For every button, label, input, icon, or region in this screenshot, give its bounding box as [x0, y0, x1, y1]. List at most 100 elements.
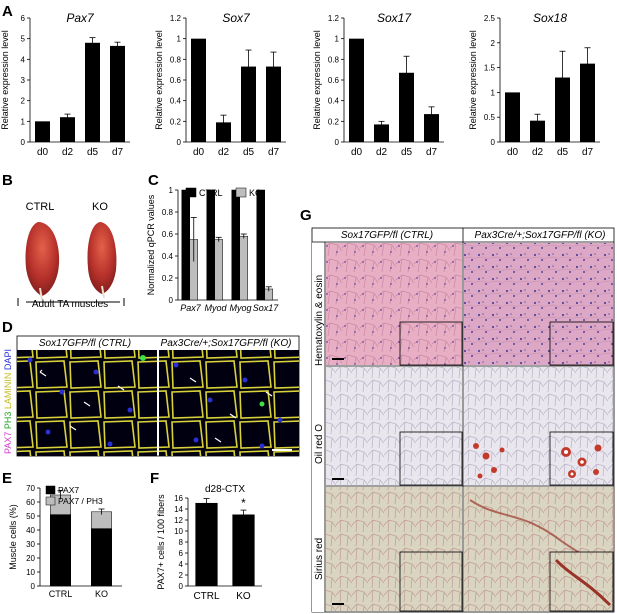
row-label-oro: Oil red O	[314, 424, 325, 464]
svg-text:PAX7 PH3: PAX7 PH3 LAMININ DAPI	[3, 349, 13, 454]
y-tick-label: 60	[26, 498, 35, 507]
y-tick-label: 14	[174, 505, 183, 514]
panel-b-photo: CTRL KO Adult TA muscles	[17, 198, 125, 310]
legend-swatch	[45, 485, 56, 495]
y-tick-label: 1	[21, 117, 26, 126]
chart-title: Pax7	[66, 11, 95, 25]
bar-pax7	[50, 514, 71, 587]
y-tick-label: 0.4	[328, 97, 340, 106]
x-tick-label: d7	[426, 147, 438, 158]
x-tick-label: d2	[218, 147, 230, 158]
legend-swatch	[185, 187, 197, 198]
y-axis-label: Normalized qPCR values	[146, 194, 156, 295]
y-tick-label: 6	[179, 549, 184, 558]
ctrl-fluorescence-image	[17, 350, 157, 456]
y-tick-label: 0	[177, 138, 182, 147]
ko-label: KO	[92, 201, 108, 213]
bar	[195, 502, 218, 586]
x-tick-label: d5	[557, 147, 569, 158]
y-tick-label: 0.4	[162, 252, 174, 261]
y-tick-label: 0.2	[170, 117, 182, 126]
y-tick-label: 0	[491, 138, 496, 147]
panel-g-ctrl-header: Sox17GFP/fl (CTRL)	[341, 230, 433, 241]
y-tick-label: 1.2	[328, 14, 340, 23]
y-tick-label: 8	[179, 538, 184, 547]
x-tick-label: Myod	[204, 303, 227, 313]
panel-label-c: C	[148, 172, 159, 189]
y-tick-label: 1.2	[170, 14, 182, 23]
bar	[216, 122, 231, 142]
y-tick-label: 0	[31, 582, 36, 591]
panel-label-f: F	[150, 470, 159, 487]
ctrl-label: CTRL	[26, 201, 55, 213]
y-tick-label: 1	[169, 186, 174, 195]
y-tick-label: 5	[21, 35, 26, 44]
panel-g-images: Sox17GFP/fl (CTRL) Pax3Cre/+;Sox17GFP/fl…	[311, 227, 615, 613]
y-tick-label: 0.8	[328, 55, 340, 64]
x-tick-label: d0	[351, 147, 363, 158]
y-tick-label: 1	[177, 35, 182, 44]
chart-title: Sox17	[377, 11, 412, 25]
x-tick-label: d2	[62, 147, 74, 158]
y-tick-label: 2	[179, 571, 184, 580]
ko-fluorescence-image	[159, 350, 299, 456]
x-tick-label: d7	[582, 147, 594, 158]
y-tick-label: 10	[26, 568, 35, 577]
panel-d-images: Sox17GFP/fl (CTRL) Pax3Cre/+;Sox17GFP/fl…	[3, 335, 300, 457]
panel-d-ctrl-header: Sox17GFP/fl (CTRL)	[39, 338, 131, 349]
x-tick-label: d0	[37, 147, 49, 158]
y-tick-label: 1	[491, 88, 496, 97]
bar	[241, 66, 256, 142]
ko-muscle	[87, 222, 117, 294]
x-tick-label: Sox17	[253, 303, 280, 313]
legend-swatch	[235, 187, 247, 198]
y-tick-label: 0.2	[162, 274, 174, 283]
bar-ko	[214, 239, 223, 301]
chart-title: d28-CTX	[205, 484, 245, 495]
y-tick-label: 0.4	[170, 97, 182, 106]
row-label-he: Hematoxylin & eosin	[314, 275, 325, 366]
legend-swatch	[45, 496, 56, 506]
y-tick-label: 3	[21, 76, 26, 85]
x-tick-label: KO	[95, 589, 108, 599]
y-tick-label: 0	[169, 296, 174, 305]
chart-a3: 0 0.2 0.4 0.6 0.8 1 1.2 Relative expression lev…	[312, 11, 444, 158]
y-tick-label: 10	[174, 527, 183, 536]
x-tick-label: d5	[243, 147, 255, 158]
bar	[60, 117, 75, 142]
y-tick-label: 30	[26, 540, 35, 549]
panel-label-b: B	[2, 172, 13, 189]
x-tick-label: d5	[401, 147, 413, 158]
bar	[266, 66, 281, 142]
x-tick-label: d0	[193, 147, 205, 158]
legend-label: PAX7	[58, 485, 79, 495]
y-tick-label: 2.5	[484, 14, 496, 23]
chart-f: 0 2 4 6 8 10 12 14 16 PAX7+ cells / 100 fibers d28…	[156, 484, 262, 602]
x-tick-label: KO	[236, 591, 251, 602]
y-tick-label: 0.6	[328, 76, 340, 85]
bar-ctrl	[206, 189, 215, 301]
y-axis-label: Muscle cells (%)	[8, 504, 18, 570]
bar	[424, 114, 439, 142]
charts-layer: 0 1 2 3 4 5 6 Relative expression level Pax7 d0 d2…	[0, 11, 600, 602]
bar	[85, 42, 100, 142]
y-tick-label: 20	[26, 554, 35, 563]
legend-label: PAX7 / PH3	[58, 496, 103, 506]
panel-label-g: G	[300, 207, 312, 224]
x-tick-label: d5	[87, 147, 99, 158]
bar-pax7	[91, 528, 112, 587]
y-tick-label: 2	[21, 97, 26, 106]
y-tick-label: 4	[179, 560, 184, 569]
y-axis-label: Relative expression level	[468, 30, 478, 130]
y-axis-label: PAX7+ cells / 100 fibers	[156, 494, 166, 590]
bar	[232, 514, 255, 586]
row-label-sirius: Sirius red	[314, 538, 325, 580]
panel-label-a: A	[2, 3, 13, 20]
y-tick-label: 70	[26, 484, 35, 493]
y-tick-label: 0	[179, 582, 184, 591]
y-tick-label: 0.6	[162, 230, 174, 239]
y-tick-label: 0	[21, 138, 26, 147]
bar-ctrl	[231, 189, 240, 301]
y-tick-label: 0	[335, 138, 340, 147]
stain-pax7: PAX7	[3, 432, 13, 454]
